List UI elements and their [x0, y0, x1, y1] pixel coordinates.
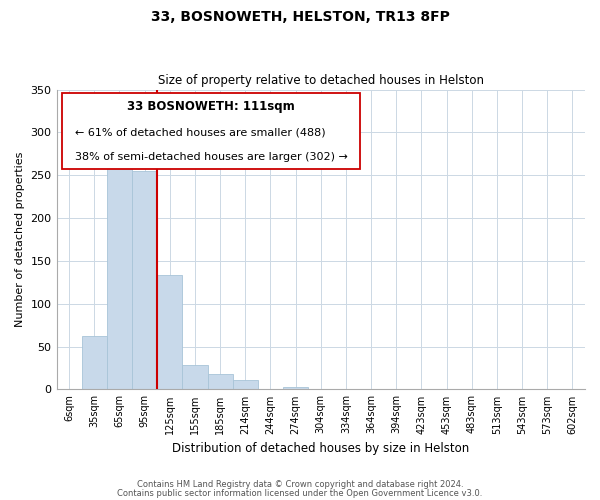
Bar	[132, 171, 157, 390]
Bar	[82, 336, 107, 390]
Bar	[157, 274, 182, 390]
X-axis label: Distribution of detached houses by size in Helston: Distribution of detached houses by size …	[172, 442, 469, 455]
Text: ← 61% of detached houses are smaller (488): ← 61% of detached houses are smaller (48…	[75, 128, 326, 138]
Bar	[182, 364, 208, 390]
Bar	[107, 140, 132, 390]
Text: 38% of semi-detached houses are larger (302) →: 38% of semi-detached houses are larger (…	[75, 152, 348, 162]
Text: 33 BOSNOWETH: 111sqm: 33 BOSNOWETH: 111sqm	[127, 100, 295, 113]
Text: Contains public sector information licensed under the Open Government Licence v3: Contains public sector information licen…	[118, 488, 482, 498]
Title: Size of property relative to detached houses in Helston: Size of property relative to detached ho…	[158, 74, 484, 87]
Bar	[233, 380, 258, 390]
Text: 33, BOSNOWETH, HELSTON, TR13 8FP: 33, BOSNOWETH, HELSTON, TR13 8FP	[151, 10, 449, 24]
FancyBboxPatch shape	[62, 92, 361, 169]
Y-axis label: Number of detached properties: Number of detached properties	[15, 152, 25, 327]
Bar	[283, 387, 308, 390]
Bar	[509, 388, 535, 390]
Bar	[208, 374, 233, 390]
Text: Contains HM Land Registry data © Crown copyright and database right 2024.: Contains HM Land Registry data © Crown c…	[137, 480, 463, 489]
